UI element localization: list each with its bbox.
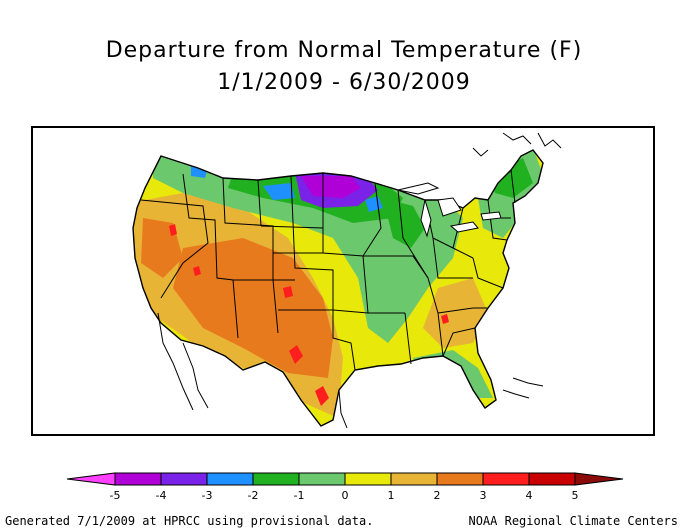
color-legend: -5 -4 -3 -2 -1 0 1 2 3 4 5 [66,472,624,502]
legend-tick-label: -3 [202,489,213,502]
canada-mexico-coastline [157,132,562,429]
great-lakes [397,182,502,238]
legend-swatch [482,472,530,486]
legend-tick-labels: -5 -4 -3 -2 -1 0 1 2 3 4 5 [110,489,579,502]
legend-swatch [298,472,346,486]
legend-tick-label: -4 [156,489,167,502]
legend-tick-label: 3 [480,489,487,502]
map-frame [31,126,655,436]
legend-color-bar [66,472,624,486]
legend-swatch [436,472,484,486]
legend-tick-label: -5 [110,489,121,502]
legend-below-min-arrow [66,472,116,486]
legend-swatch [344,472,392,486]
legend-swatch [206,472,254,486]
legend-tick-label: -2 [248,489,259,502]
generated-note: Generated 7/1/2009 at HPRCC using provis… [5,514,374,528]
temperature-anomaly-field [133,150,543,426]
map-date-range: 1/1/2009 - 6/30/2009 [217,70,471,95]
legend-swatch [390,472,438,486]
state-boundaries [132,149,544,427]
legend-swatch [252,472,300,486]
legend-tick-label: 2 [434,489,441,502]
us-temperature-map [132,132,562,429]
source-credit: NOAA Regional Climate Centers [468,514,678,528]
legend-swatch [528,472,576,486]
legend-tick-label: 5 [572,489,579,502]
legend-swatch [160,472,208,486]
legend-tick-label: -1 [294,489,305,502]
legend-tick-label: 4 [526,489,533,502]
legend-above-max-arrow [574,472,624,486]
map-title: Departure from Normal Temperature (F) [105,38,583,63]
legend-swatch [114,472,162,486]
legend-tick-label: 0 [342,489,349,502]
legend-tick-label: 1 [388,489,395,502]
